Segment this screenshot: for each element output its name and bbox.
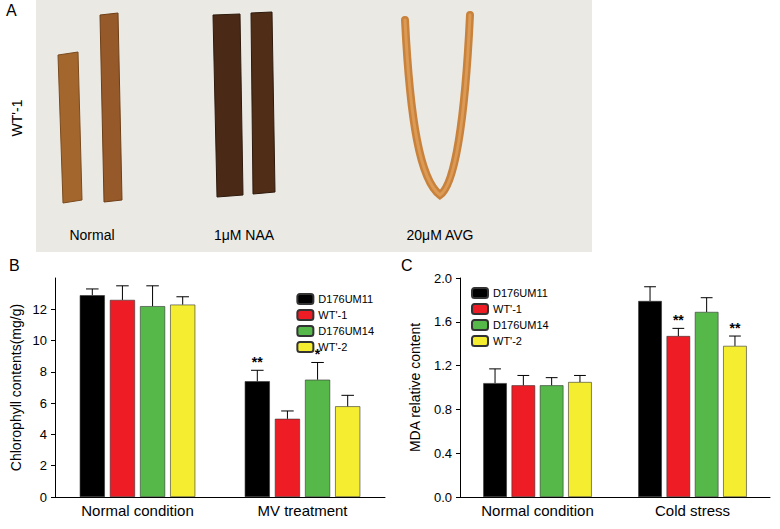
svg-text:4: 4 bbox=[40, 427, 47, 442]
svg-text:**: ** bbox=[252, 354, 263, 370]
svg-text:Normal condition: Normal condition bbox=[481, 502, 594, 519]
svg-text:12: 12 bbox=[33, 302, 47, 317]
svg-text:**: ** bbox=[730, 320, 741, 336]
svg-text:D176UM11: D176UM11 bbox=[318, 293, 373, 305]
svg-text:D176UM11: D176UM11 bbox=[493, 287, 548, 299]
svg-text:1.2: 1.2 bbox=[434, 358, 452, 373]
svg-text:Normal: Normal bbox=[69, 227, 114, 243]
svg-text:**: ** bbox=[673, 312, 684, 328]
svg-text:6: 6 bbox=[40, 396, 47, 411]
svg-text:WT'-2: WT'-2 bbox=[318, 341, 347, 353]
svg-text:Cold stress: Cold stress bbox=[655, 502, 730, 519]
svg-text:8: 8 bbox=[40, 364, 47, 379]
svg-text:1.6: 1.6 bbox=[434, 314, 452, 329]
svg-text:0: 0 bbox=[40, 490, 47, 505]
svg-text:0.4: 0.4 bbox=[434, 446, 452, 461]
svg-text:D176UM14: D176UM14 bbox=[318, 325, 374, 337]
svg-text:Chlorophyll contents(mg/g): Chlorophyll contents(mg/g) bbox=[8, 304, 24, 471]
svg-text:WT'-1: WT'-1 bbox=[493, 303, 522, 315]
svg-text:WT'-1: WT'-1 bbox=[9, 99, 25, 136]
svg-text:20μM AVG: 20μM AVG bbox=[407, 227, 474, 243]
svg-text:MV treatment: MV treatment bbox=[257, 502, 348, 519]
svg-text:0.8: 0.8 bbox=[434, 402, 452, 417]
svg-text:D176UM14: D176UM14 bbox=[493, 319, 549, 331]
svg-text:WT'-2: WT'-2 bbox=[493, 335, 522, 347]
svg-text:2: 2 bbox=[40, 458, 47, 473]
svg-text:Normal condition: Normal condition bbox=[81, 502, 194, 519]
svg-text:*: * bbox=[315, 346, 321, 362]
svg-text:C: C bbox=[401, 257, 413, 274]
svg-text:2.0: 2.0 bbox=[434, 271, 452, 286]
svg-text:1μM NAA: 1μM NAA bbox=[214, 227, 275, 243]
svg-text:0.0: 0.0 bbox=[434, 490, 452, 505]
svg-text:A: A bbox=[6, 2, 17, 19]
svg-text:10: 10 bbox=[33, 333, 47, 348]
svg-text:WT'-1: WT'-1 bbox=[318, 309, 347, 321]
svg-text:B: B bbox=[9, 257, 20, 274]
svg-text:MDA relative content: MDA relative content bbox=[407, 323, 423, 452]
